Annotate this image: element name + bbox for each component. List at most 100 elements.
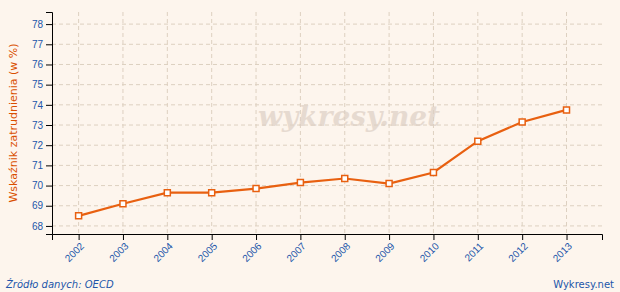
- x-grid-line: [78, 12, 79, 234]
- y-grid-line: [52, 185, 602, 186]
- series: [76, 107, 570, 219]
- y-tick-mark: [46, 105, 52, 106]
- x-tick-label: 2013: [551, 240, 575, 264]
- x-tick-label: 2002: [63, 240, 87, 264]
- y-axis-title: Wskaźnik zatrudnienia (w %): [7, 43, 20, 202]
- x-tick-label: 2012: [506, 240, 530, 264]
- x-tick-label: 2003: [107, 240, 131, 264]
- y-tick-mark: [46, 226, 52, 227]
- y-tick-mark: [46, 44, 52, 45]
- marker: [164, 190, 170, 196]
- plot-area: 2002 2003 2004 2005 2006 2007 2008 2009 2010 2011…: [32, 12, 603, 264]
- x-tick-label: 2005: [196, 240, 220, 264]
- y-grid-line: [52, 145, 602, 146]
- y-grid-line: [52, 44, 602, 45]
- x-tick: 2007: [284, 234, 308, 264]
- line: [79, 110, 567, 216]
- x-tick-mark: [478, 234, 479, 240]
- y-grid-line: [52, 84, 602, 85]
- y-tick-mark: [46, 64, 52, 65]
- y-grid-line: [52, 225, 602, 226]
- y-grid-line: [52, 205, 602, 206]
- x-tick-mark: [522, 234, 523, 240]
- x-tick-mark: [212, 234, 213, 240]
- y-tick-mark: [46, 165, 52, 166]
- x-tick-mark: [567, 234, 568, 240]
- marker: [430, 169, 436, 175]
- y-tick-label: 77: [32, 39, 44, 50]
- x-tick-mark: [79, 234, 80, 240]
- marker: [342, 176, 348, 182]
- y-tick: 70: [32, 180, 52, 191]
- x-grid-line: [256, 12, 257, 234]
- y-tick-mark: [46, 85, 52, 86]
- marker: [209, 190, 215, 196]
- marker: [519, 119, 525, 125]
- y-tick: 74: [32, 100, 52, 111]
- y-grid-line: [52, 64, 602, 65]
- x-grid-line: [477, 12, 478, 234]
- marker: [120, 201, 126, 207]
- x-tick-mark: [345, 234, 346, 240]
- x-tick-label: 2011: [462, 240, 485, 263]
- y-tick-label: 75: [32, 79, 44, 90]
- y-grid-line: [52, 165, 602, 166]
- y-axis-line: [46, 13, 53, 235]
- marker: [76, 213, 82, 219]
- x-tick: 2013: [551, 234, 575, 264]
- y-tick-label: 73: [32, 120, 44, 131]
- x-grid-line: [566, 12, 567, 234]
- y-tick: 68: [32, 221, 52, 232]
- x-tick-mark: [433, 234, 434, 240]
- y-tick-label: 68: [32, 221, 44, 232]
- chart: 2002 2003 2004 2005 2006 2007 2008 2009 2010 2011…: [0, 0, 620, 292]
- x-tick: 2003: [107, 234, 131, 264]
- x-tick-mark: [256, 234, 257, 240]
- x-tick: 2009: [373, 234, 397, 264]
- x-tick-label: 2008: [329, 240, 353, 264]
- x-tick-label: 2004: [151, 240, 175, 264]
- y-tick-label: 70: [32, 180, 44, 191]
- y-tick: 71: [32, 160, 52, 171]
- x-tick-label: 2009: [373, 240, 397, 264]
- x-axis: 2002 2003 2004 2005 2006 2007 2008 2009 2010 2011…: [53, 234, 603, 264]
- y-tick: 69: [32, 200, 52, 211]
- y-axis: 68 69 70 71 72 73 74 75 76 77 78: [32, 13, 53, 235]
- source-note: Źródło danych: OECD: [5, 278, 114, 290]
- x-grid-line: [167, 12, 168, 234]
- marker: [297, 180, 303, 186]
- x-tick-label: 2010: [418, 240, 442, 264]
- y-tick-label: 76: [32, 59, 44, 70]
- watermark: wykresy.net: [258, 100, 440, 133]
- x-tick: 2006: [240, 234, 264, 264]
- y-tick-label: 69: [32, 200, 44, 211]
- x-axis-line: [53, 235, 603, 241]
- marker: [564, 107, 570, 113]
- marker: [386, 181, 392, 187]
- x-tick: 2010: [418, 234, 442, 264]
- y-tick-mark: [46, 125, 52, 126]
- x-tick-mark: [389, 234, 390, 240]
- y-tick: 73: [32, 120, 52, 131]
- y-grid-line: [52, 24, 602, 25]
- y-tick: 72: [32, 140, 52, 151]
- x-tick: 2011: [462, 234, 485, 263]
- grid: [52, 12, 602, 234]
- x-tick-mark: [167, 234, 168, 240]
- x-tick-label: 2006: [240, 240, 264, 264]
- y-tick-label: 74: [32, 100, 44, 111]
- x-tick-mark: [300, 234, 301, 240]
- y-tick-mark: [46, 24, 52, 25]
- x-tick-mark: [123, 234, 124, 240]
- y-tick-label: 78: [32, 19, 44, 30]
- y-tick: 77: [32, 39, 52, 50]
- y-tick-mark: [46, 145, 52, 146]
- marker: [253, 186, 259, 192]
- y-tick: 76: [32, 59, 52, 70]
- marker: [475, 138, 481, 144]
- x-tick: 2004: [151, 234, 175, 264]
- y-tick: 78: [32, 19, 52, 30]
- y-tick-label: 71: [32, 160, 44, 171]
- y-tick: 75: [32, 79, 52, 90]
- y-tick-label: 72: [32, 140, 44, 151]
